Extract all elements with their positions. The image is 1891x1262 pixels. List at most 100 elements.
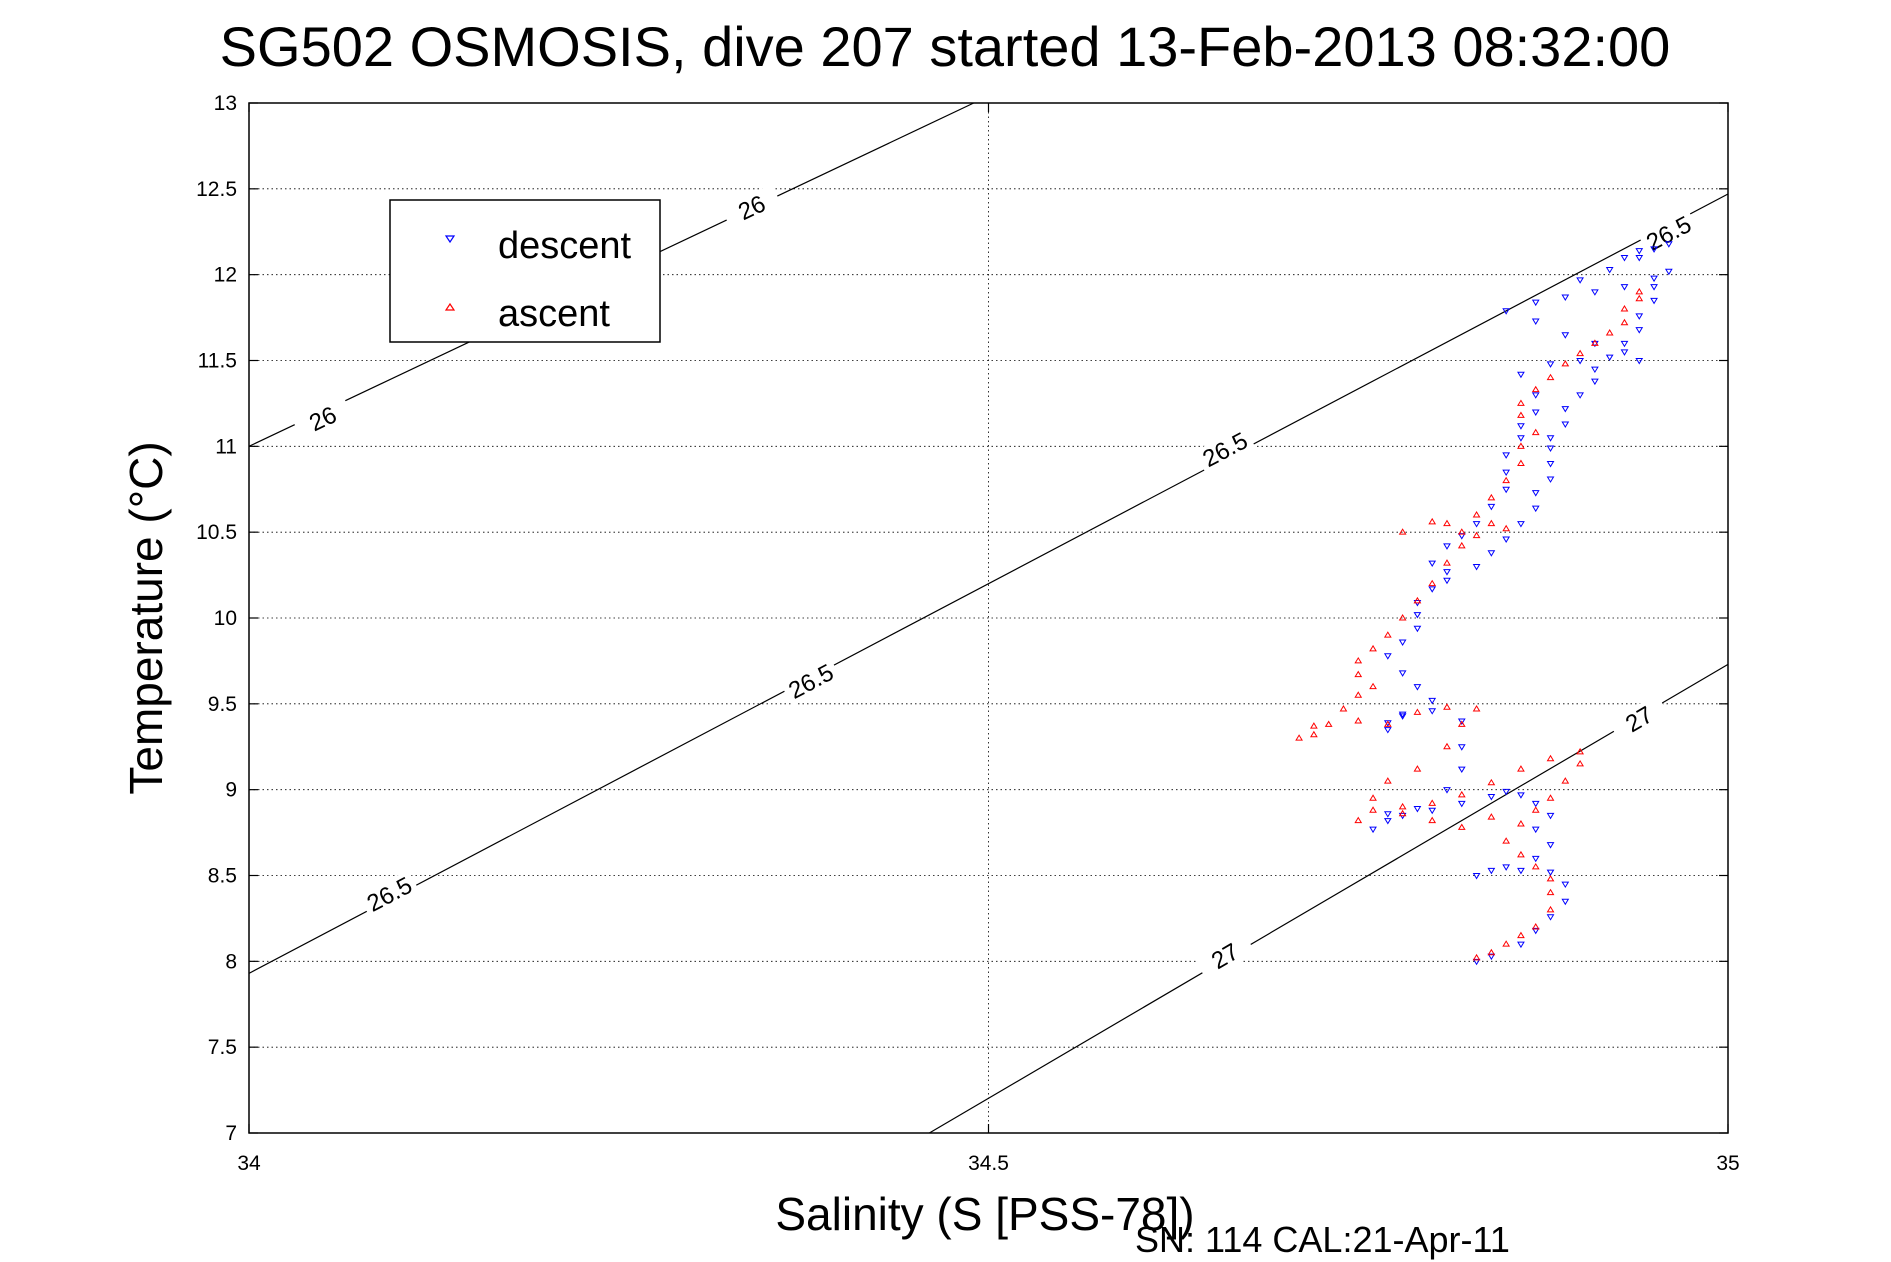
descent-point (1531, 392, 1540, 399)
legend-marker-ascent (444, 302, 456, 311)
ascent-point (1354, 691, 1363, 698)
ascent-point (1502, 837, 1511, 844)
ascent-point (1487, 813, 1496, 820)
ascent-point (1354, 670, 1363, 678)
ascent-point (1576, 759, 1584, 767)
y-tick-label: 13 (214, 92, 237, 115)
ascent-point (1546, 874, 1555, 882)
descent-point (1561, 332, 1570, 339)
legend-label-descent: descent (498, 225, 632, 267)
descent-point (1605, 267, 1614, 274)
ascent-point (1324, 720, 1333, 727)
descent-point (1591, 289, 1599, 296)
ascent-point (1546, 888, 1555, 896)
ascent-point (1517, 459, 1525, 466)
descent-point (1546, 842, 1555, 849)
ascent-point (1398, 614, 1407, 621)
descent-point (1517, 435, 1525, 442)
descent-point (1664, 241, 1673, 248)
ascent-point (1398, 809, 1407, 817)
ascent-point (1354, 717, 1363, 724)
descent-point (1531, 299, 1540, 307)
descent-point (1561, 421, 1570, 428)
descent-point (1576, 392, 1584, 399)
descent-point (1591, 378, 1599, 386)
serial-calibration-note: SN: 114 CAL:21-Apr-11 (1135, 1219, 1510, 1260)
ascent-point (1561, 777, 1570, 784)
descent-point (1457, 718, 1466, 725)
axis-ticks: 7 7.5 8 8.5 9 9.5 10 10.5 11 11.5 12 12.5 13 34 34.5 35 (196, 92, 1740, 1175)
ascent-point (1472, 705, 1481, 712)
ascent-point (1383, 777, 1392, 784)
descent-point (1487, 503, 1496, 511)
descent-point (1502, 308, 1511, 315)
descent-point (1502, 469, 1511, 477)
descent-point (1502, 452, 1511, 459)
descent-point (1457, 744, 1466, 751)
descent-point (1531, 927, 1540, 935)
ascent-point (1383, 631, 1392, 638)
ascent-point (1502, 524, 1511, 532)
x-tick-label: 34 (237, 1152, 261, 1175)
descent-point (1413, 625, 1422, 633)
ascent-point (1517, 399, 1525, 406)
descent-point (1517, 371, 1525, 379)
ascent-point (1369, 794, 1377, 801)
isopycnal-label-bg (1194, 930, 1256, 982)
descent-point (1620, 255, 1629, 262)
ascent-point (1457, 541, 1466, 549)
descent-point (1591, 340, 1599, 348)
descent-point (1546, 914, 1555, 921)
descent-point (1398, 713, 1407, 720)
ascent-point (1487, 778, 1496, 786)
y-tick-label: 8 (225, 950, 237, 973)
descent-point (1472, 873, 1481, 880)
ascent-point (1472, 531, 1481, 539)
ascent-point (1443, 519, 1451, 527)
descent-point (1369, 826, 1377, 834)
legend-label-ascent: ascent (498, 293, 610, 335)
descent-point (1635, 248, 1644, 255)
y-tick-label: 10 (214, 607, 237, 630)
descent-point (1561, 294, 1570, 301)
descent-point (1546, 812, 1555, 820)
descent-point (1546, 476, 1555, 483)
descent-point (1620, 284, 1629, 291)
ascent-point (1472, 953, 1481, 961)
chart-title: SG502 OSMOSIS, dive 207 started 13-Feb-2… (220, 15, 1671, 78)
ascent-point (1428, 579, 1437, 587)
ascent-point (1546, 373, 1555, 381)
descent-point (1531, 318, 1540, 325)
ascent-point (1502, 476, 1511, 484)
isopycnal-label-bg (292, 395, 354, 443)
ascent-point (1383, 720, 1392, 727)
ascent-point (1487, 948, 1496, 956)
descent-point (1502, 536, 1511, 544)
descent-point (1398, 711, 1407, 719)
ascent-point (1472, 511, 1481, 518)
descent-point (1664, 268, 1673, 276)
y-tick-label: 11.5 (198, 350, 237, 373)
descent-point (1413, 612, 1422, 619)
descent-point (1487, 953, 1496, 961)
descent-point (1620, 340, 1629, 348)
descent-point (1398, 670, 1407, 677)
ascent-point (1457, 528, 1466, 535)
isopycnal-line (929, 663, 1729, 1134)
ascent-point (1517, 765, 1525, 772)
ascent-point (1605, 329, 1614, 336)
y-axis-label: Temperature (°C) (120, 441, 172, 794)
ascent-point (1635, 287, 1644, 295)
ascent-point (1309, 730, 1318, 738)
y-tick-label: 7 (225, 1122, 237, 1145)
ascent-point (1517, 411, 1525, 418)
isopycnal-label-bg (358, 869, 421, 919)
ascent-point (1546, 905, 1555, 913)
descent-point (1428, 697, 1437, 705)
ascent-point (1295, 734, 1303, 741)
data-points (1295, 241, 1673, 966)
ascent-point (1635, 294, 1644, 302)
descent-point (1517, 423, 1525, 430)
descent-point (1546, 461, 1555, 468)
